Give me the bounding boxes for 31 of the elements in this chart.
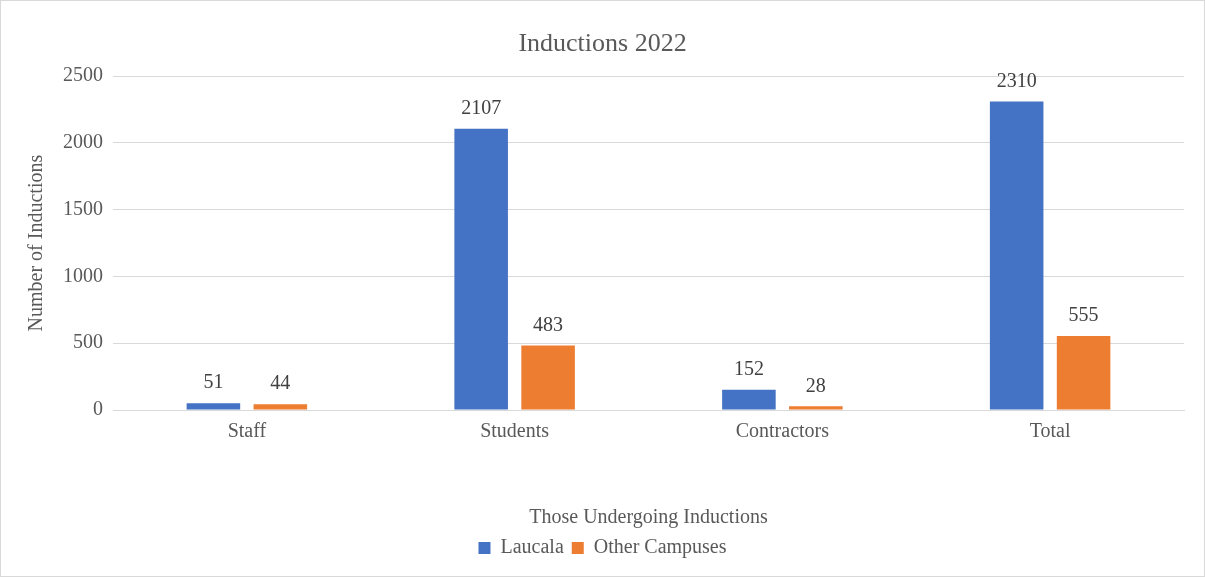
bar [521,345,575,410]
legend-label: Laucala [500,535,564,558]
y-tick-label: 2000 [63,130,103,153]
data-label: 2107 [461,95,502,118]
data-label: 555 [1068,303,1099,326]
bar [722,389,776,410]
y-tick-label: 500 [73,330,103,353]
data-label: 483 [533,312,564,335]
bar [253,404,308,410]
y-tick-label: 0 [93,397,103,420]
x-tick-label: Students [480,419,550,442]
x-tick-label: Total [1029,419,1071,442]
bar [454,128,508,410]
y-tick-label: 2500 [63,63,103,86]
bar [989,101,1044,410]
x-tick-label: Contractors [735,419,830,442]
legend-label: Other Campuses [593,535,727,559]
data-label: 51 [203,370,224,393]
bar [789,406,843,410]
x-axis-title: Those Undergoing Inductions [529,505,768,529]
y-tick-label: 1500 [63,196,103,219]
data-label: 44 [270,371,291,394]
y-axis-title: Number of Inductions [24,154,47,332]
bar [1056,335,1111,410]
data-label: 28 [805,373,826,396]
data-label: 2310 [996,68,1037,91]
x-tick-label: Staff [227,419,267,442]
data-label: 152 [733,356,764,379]
chart-title: Inductions 2022 [518,28,687,58]
bar [186,403,241,410]
y-tick-label: 1000 [63,263,103,286]
